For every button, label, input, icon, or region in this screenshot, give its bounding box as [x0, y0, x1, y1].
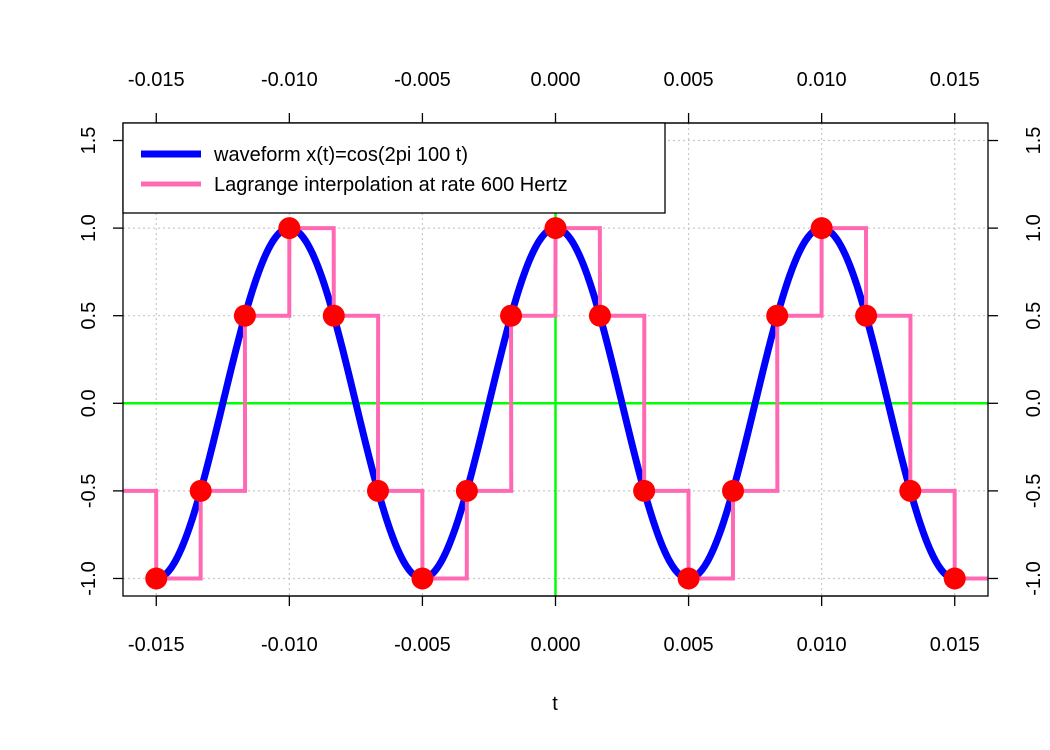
sample-point: [855, 304, 878, 327]
y-tick-label-left: 0.5: [78, 302, 100, 330]
legend-label: Lagrange interpolation at rate 600 Hertz: [214, 174, 568, 196]
sample-point: [943, 567, 966, 590]
y-tick-label-right: -0.5: [1023, 474, 1045, 508]
sample-point: [588, 304, 611, 327]
x-tick-label-top: -0.005: [394, 69, 451, 91]
sample-point: [766, 304, 789, 327]
y-tick-label-right: 0.0: [1023, 389, 1045, 417]
sample-point: [677, 567, 700, 590]
sample-point: [411, 567, 434, 590]
sample-point: [322, 304, 345, 327]
y-tick-label-left: 1.5: [78, 127, 100, 155]
legend: waveform x(t)=cos(2pi 100 t) Lagrange int…: [122, 122, 666, 214]
x-tick-label-bottom: 0.005: [664, 634, 714, 656]
y-tick-label-right: 1.0: [1023, 214, 1045, 242]
sample-point: [899, 479, 922, 502]
sample-point: [544, 217, 567, 240]
y-tick-label-left: 1.0: [78, 214, 100, 242]
y-tick-label-right: 0.5: [1023, 302, 1045, 330]
sample-point: [189, 479, 212, 502]
sample-point: [722, 479, 745, 502]
x-tick-label-top: 0.000: [530, 69, 580, 91]
y-tick-label-right: -1.0: [1023, 561, 1045, 595]
sample-point: [455, 479, 478, 502]
x-tick-label-top: -0.010: [261, 69, 318, 91]
x-tick-label-top: 0.010: [797, 69, 847, 91]
sample-point: [233, 304, 256, 327]
sample-point: [633, 479, 656, 502]
sample-point: [366, 479, 389, 502]
x-axis-title: t: [552, 693, 558, 715]
x-tick-label-bottom: -0.010: [261, 634, 318, 656]
x-tick-label-bottom: -0.015: [128, 634, 185, 656]
x-tick-label-bottom: -0.005: [394, 634, 451, 656]
axes: -0.015-0.015-0.010-0.010-0.005-0.0050.00…: [78, 69, 1045, 656]
sample-point: [500, 304, 523, 327]
sample-point: [810, 217, 833, 240]
x-tick-label-bottom: 0.015: [930, 634, 980, 656]
plot-area: [123, 217, 988, 590]
y-tick-label-left: -0.5: [78, 474, 100, 508]
legend-box: [122, 122, 666, 214]
y-tick-label-left: 0.0: [78, 389, 100, 417]
x-tick-label-bottom: 0.000: [530, 634, 580, 656]
sample-point: [145, 567, 168, 590]
x-tick-label-top: -0.015: [128, 69, 185, 91]
legend-label: waveform x(t)=cos(2pi 100 t): [213, 144, 468, 166]
interpolation-step-line: [123, 226, 988, 581]
sample-point: [278, 217, 301, 240]
x-tick-label-top: 0.015: [930, 69, 980, 91]
y-tick-label-left: -1.0: [78, 561, 100, 595]
x-tick-label-bottom: 0.010: [797, 634, 847, 656]
x-tick-label-top: 0.005: [664, 69, 714, 91]
y-tick-label-right: 1.5: [1023, 127, 1045, 155]
